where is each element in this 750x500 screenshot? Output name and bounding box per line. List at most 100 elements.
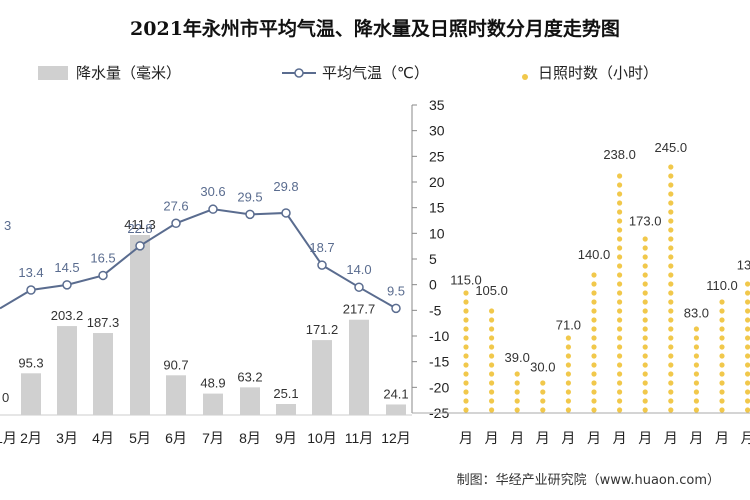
sun-x-tick-label: 月 (689, 430, 703, 446)
y-tick-label: 20 (429, 174, 445, 190)
sun-dot (642, 245, 648, 251)
temp-point-label: 27.6 (163, 198, 188, 213)
sun-dot (617, 353, 623, 359)
sun-value-label: 238.0 (603, 147, 636, 162)
precip-bar-label: 171.2 (306, 322, 339, 337)
sun-dot (642, 389, 648, 395)
sun-dot (565, 380, 572, 386)
precip-bar (349, 319, 369, 415)
sun-dot (514, 380, 520, 386)
sun-dot (719, 326, 725, 332)
sun-dot (489, 317, 495, 323)
sun-dot (668, 299, 674, 305)
sun-dot (642, 290, 648, 296)
sun-dot (642, 236, 648, 242)
sun-dot (693, 353, 700, 359)
sun-dot (745, 353, 750, 359)
legend-precip-swatch (38, 65, 68, 80)
y-tick-label: 30 (429, 123, 445, 139)
sun-dot (745, 398, 750, 404)
sun-dot (489, 362, 495, 368)
legend-sun-label: 日照时数（小时） (538, 64, 659, 82)
sun-dot (617, 263, 623, 269)
sun-dot (745, 407, 750, 413)
temp-point-label: 29.8 (273, 179, 298, 194)
legend-temp-swatch (282, 66, 316, 80)
sun-dot (668, 380, 674, 386)
sun-dot (745, 290, 750, 296)
x-tick-label: 2月 (20, 430, 42, 446)
sun-dot (617, 173, 623, 179)
sun-dot (668, 218, 674, 224)
sun-dot (693, 344, 700, 350)
sun-dot (668, 209, 674, 215)
sun-dot (719, 335, 725, 341)
sun-dot (668, 407, 674, 413)
sun-dot (489, 308, 495, 314)
sun-dot (668, 281, 674, 287)
sun-dot (489, 371, 495, 377)
sun-dot (745, 380, 750, 386)
sun-dot (668, 371, 674, 377)
sun-dot (745, 299, 750, 305)
sun-dot (591, 335, 597, 341)
sun-dot (565, 389, 572, 395)
precip-bar-label: 25.1 (273, 386, 298, 401)
sun-dot (719, 389, 725, 395)
sun-x-tick-label: 月 (664, 430, 678, 446)
sun-dot (463, 299, 469, 305)
sun-dot (719, 299, 725, 305)
sun-value-label: 105.0 (475, 283, 508, 298)
sun-dot (591, 290, 597, 296)
temp-point (317, 260, 327, 270)
x-tick-label: 7月 (202, 430, 224, 446)
sun-dot (617, 182, 623, 188)
sun-dot (693, 362, 700, 368)
legend-temp-label: 平均气温（℃） (322, 64, 429, 82)
sun-x-tick-label: 月 (587, 430, 601, 446)
temp-point-label: 16.5 (90, 250, 115, 265)
sun-dot (693, 407, 700, 413)
sun-dot (617, 191, 623, 197)
sun-x-tick-label: 月 (510, 430, 524, 446)
sun-value-label: 39.0 (505, 350, 530, 365)
sun-dot (642, 263, 648, 269)
sun-dot (617, 362, 623, 368)
precip-bar (166, 375, 186, 415)
sun-dot (719, 308, 725, 314)
source-footer: 制图：华经产业研究院（www.huaon.com） (456, 473, 720, 488)
sun-value-label: 140.0 (578, 247, 611, 262)
sun-dot (668, 254, 674, 260)
sun-dot (617, 200, 623, 206)
sun-dot (745, 335, 750, 341)
sun-dot (514, 371, 520, 377)
sun-dot (489, 398, 495, 404)
precip-bar-label: 90.7 (163, 357, 188, 372)
sun-dot (719, 407, 725, 413)
sun-dot (463, 308, 469, 314)
precip-bar (276, 404, 296, 415)
sun-dot (668, 344, 674, 350)
sun-dot (463, 398, 469, 404)
sun-value-label: 115.0 (450, 273, 482, 288)
sun-dot (617, 326, 623, 332)
sun-dot (642, 308, 648, 314)
sun-dot (745, 281, 750, 287)
sun-dot (565, 407, 572, 413)
sun-dot (463, 389, 469, 395)
sun-dot (668, 173, 674, 179)
temp-point (281, 208, 291, 218)
precip-bar-label: 63.2 (237, 369, 262, 384)
sun-x-tick-label: 月 (459, 430, 473, 446)
precip-bar-label: 95.3 (18, 355, 43, 370)
sun-dot (591, 362, 597, 368)
precip-bar (93, 333, 113, 415)
y-tick-label: 5 (429, 251, 437, 267)
sun-value-label: 110.0 (706, 278, 738, 293)
sun-dot (668, 191, 674, 197)
temp-point-label: 18.7 (309, 240, 334, 255)
chart-title: 2021年永州市平均气温、降水量及日照时数分月度走势图 (130, 18, 620, 40)
sun-dot (463, 317, 469, 323)
legend-sun: 日照时数（小时） (520, 62, 658, 83)
sun-dot (591, 317, 597, 323)
